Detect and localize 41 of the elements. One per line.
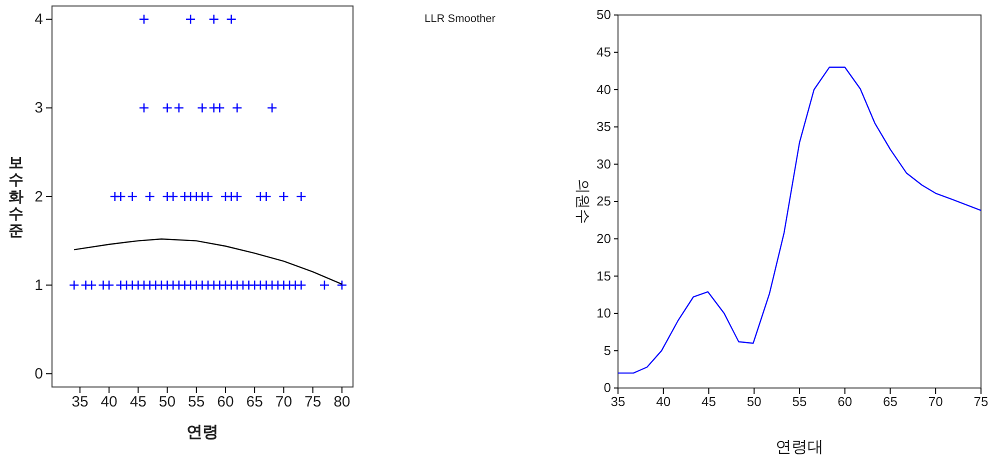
y-tick-label: 1 [34, 276, 43, 294]
x-tick-label: 80 [334, 394, 350, 411]
text: LLR Smoother [424, 13, 496, 25]
y-tick-label: 4 [34, 11, 43, 28]
x-tick-label: 75 [974, 394, 988, 410]
y-tick-label: 15 [596, 268, 611, 284]
y-tick-label: 20 [596, 230, 611, 246]
x-tick-label: 50 [158, 394, 176, 411]
y-tick-label: 0 [34, 366, 43, 383]
y-tick-label: 0 [604, 380, 611, 396]
x-tick-label: 55 [188, 394, 205, 411]
x-axis-title: 연령대 [776, 439, 824, 456]
y-tick-label: 3 [34, 100, 43, 117]
y-tick-label: 35 [596, 119, 611, 134]
x-tick-label: 70 [275, 394, 292, 411]
x-tick-label: 35 [72, 394, 88, 411]
x-tick-label: 60 [838, 394, 852, 410]
line-series [617, 66, 982, 374]
y-axis-title: 보수화수준 [8, 154, 24, 240]
y-tick-label: 45 [596, 44, 611, 60]
x-tick-label: 40 [656, 394, 671, 410]
x-tick-label: 50 [746, 394, 762, 410]
x-tick-label: 45 [130, 394, 147, 411]
y-tick-label: 10 [596, 306, 611, 321]
y-tick-label: 2 [34, 188, 43, 206]
y-tick-label: 40 [596, 82, 611, 97]
y-tick-label: 5 [604, 342, 611, 358]
x-axis-title: 연령 [186, 424, 218, 441]
x-tick-label: 65 [883, 394, 898, 410]
y-axis-title: 의원수 [574, 179, 591, 224]
x-tick-label: 40 [100, 394, 118, 411]
y-tick-label: 50 [596, 7, 611, 22]
y-tick-label: 30 [596, 156, 611, 172]
x-tick-label: 60 [217, 394, 234, 411]
x-tick-label: 70 [928, 394, 943, 410]
x-tick-label: 65 [246, 394, 263, 411]
y-tick-label: 25 [596, 194, 611, 209]
x-tick-label: 75 [304, 394, 322, 411]
x-tick-label: 55 [792, 394, 807, 410]
line-series [74, 238, 343, 285]
x-tick-label: 45 [702, 394, 716, 410]
